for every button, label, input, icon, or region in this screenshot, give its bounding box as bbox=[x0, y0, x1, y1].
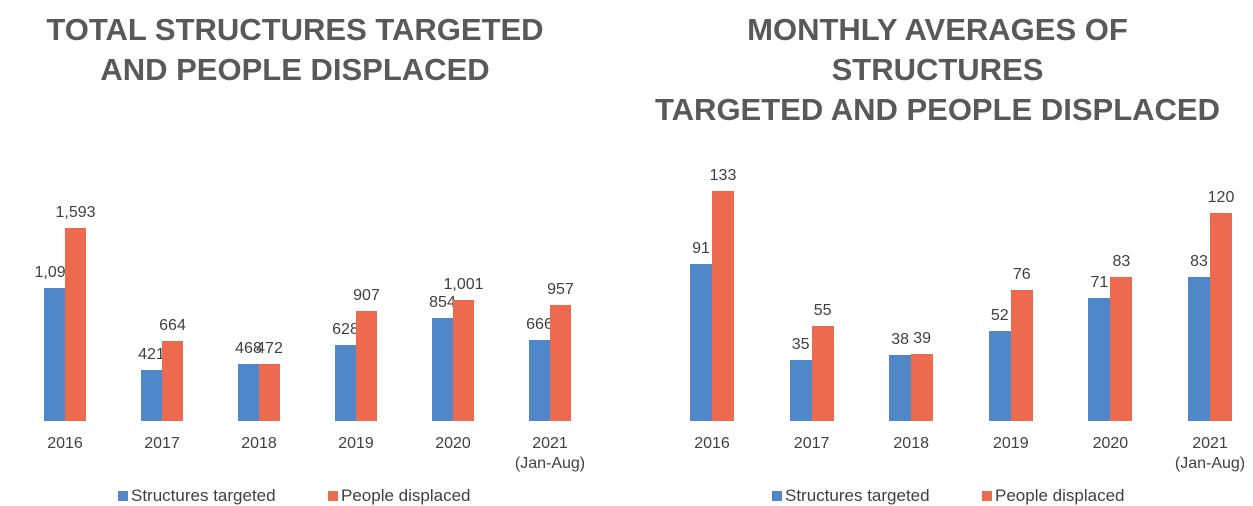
data-label: 83 bbox=[1190, 253, 1208, 271]
data-label: 421 bbox=[138, 345, 165, 363]
data-label: 39 bbox=[913, 329, 932, 347]
data-label: 133 bbox=[709, 167, 737, 184]
data-label: 957 bbox=[547, 281, 574, 299]
data-label: 55 bbox=[813, 301, 832, 319]
bar bbox=[238, 364, 259, 421]
data-label: 907 bbox=[353, 287, 380, 305]
legend-swatch bbox=[772, 491, 782, 501]
bar bbox=[889, 355, 912, 421]
bar bbox=[259, 363, 280, 421]
legend-swatch bbox=[982, 491, 992, 501]
x-tick-label: 2016 bbox=[694, 435, 730, 452]
bar bbox=[690, 263, 712, 421]
bar bbox=[335, 344, 356, 421]
bar bbox=[911, 353, 934, 421]
x-tick-label: 2021 (Jan-Aug) bbox=[1174, 435, 1246, 472]
x-tick-label: 2021 (Jan-Aug) bbox=[514, 435, 586, 472]
bar bbox=[1088, 298, 1111, 421]
legend-swatch bbox=[118, 491, 128, 501]
x-tick-label: 2018 bbox=[893, 435, 929, 452]
legend-label: People displaced bbox=[341, 486, 471, 505]
data-label: 1,001 bbox=[443, 275, 484, 293]
x-tick-label: 2020 bbox=[1092, 435, 1129, 452]
bar bbox=[432, 317, 453, 421]
bar bbox=[453, 299, 474, 421]
chart-title: TOTAL STRUCTURES TARGETED AND PEOPLE DIS… bbox=[46, 12, 544, 87]
data-label: 83 bbox=[1112, 253, 1131, 271]
bar bbox=[1210, 213, 1232, 421]
legend-label: People displaced bbox=[995, 486, 1125, 505]
bar bbox=[141, 369, 162, 421]
bar bbox=[550, 305, 571, 421]
bar bbox=[529, 340, 550, 421]
data-label: 1,593 bbox=[55, 204, 96, 221]
x-tick-label: 2019 bbox=[993, 435, 1029, 452]
data-label: 71 bbox=[1090, 274, 1109, 292]
x-tick-label: 2020 bbox=[435, 435, 471, 452]
bar bbox=[162, 340, 183, 421]
data-label: 628 bbox=[332, 320, 359, 338]
bar bbox=[811, 325, 834, 421]
data-label: 666 bbox=[526, 316, 553, 334]
bar bbox=[1010, 289, 1033, 421]
data-label: 664 bbox=[159, 316, 186, 334]
data-label: 38 bbox=[891, 331, 910, 349]
x-tick-label: 2016 bbox=[47, 435, 83, 452]
data-label: 76 bbox=[1012, 265, 1031, 283]
bar bbox=[44, 288, 65, 421]
bar bbox=[1188, 277, 1210, 421]
chart-left: TOTAL STRUCTURES TARGETED AND PEOPLE DIS… bbox=[0, 0, 590, 506]
legend-swatch bbox=[328, 491, 338, 501]
data-label: 52 bbox=[990, 307, 1009, 325]
bar bbox=[356, 311, 377, 421]
legend-label: Structures targeted bbox=[785, 486, 930, 505]
data-label: 91 bbox=[692, 239, 710, 257]
data-label: 35 bbox=[791, 336, 810, 354]
chart-title: MONTHLY AVERAGES OF STRUCTURES TARGETED … bbox=[655, 12, 1220, 127]
data-label: 472 bbox=[256, 339, 283, 357]
data-label: 1,094 bbox=[34, 264, 75, 282]
x-tick-label: 2019 bbox=[338, 435, 374, 452]
data-label: 120 bbox=[1207, 189, 1235, 207]
legend-label: Structures targeted bbox=[131, 486, 276, 505]
data-label: 854 bbox=[429, 293, 456, 311]
x-tick-label: 2018 bbox=[241, 435, 277, 452]
bar bbox=[988, 331, 1011, 421]
bar bbox=[65, 228, 86, 421]
x-tick-label: 2017 bbox=[793, 435, 830, 452]
bar bbox=[1110, 277, 1133, 421]
data-label: 468 bbox=[235, 340, 262, 358]
bar bbox=[712, 191, 734, 421]
bar bbox=[789, 360, 812, 421]
x-tick-label: 2017 bbox=[144, 435, 180, 452]
